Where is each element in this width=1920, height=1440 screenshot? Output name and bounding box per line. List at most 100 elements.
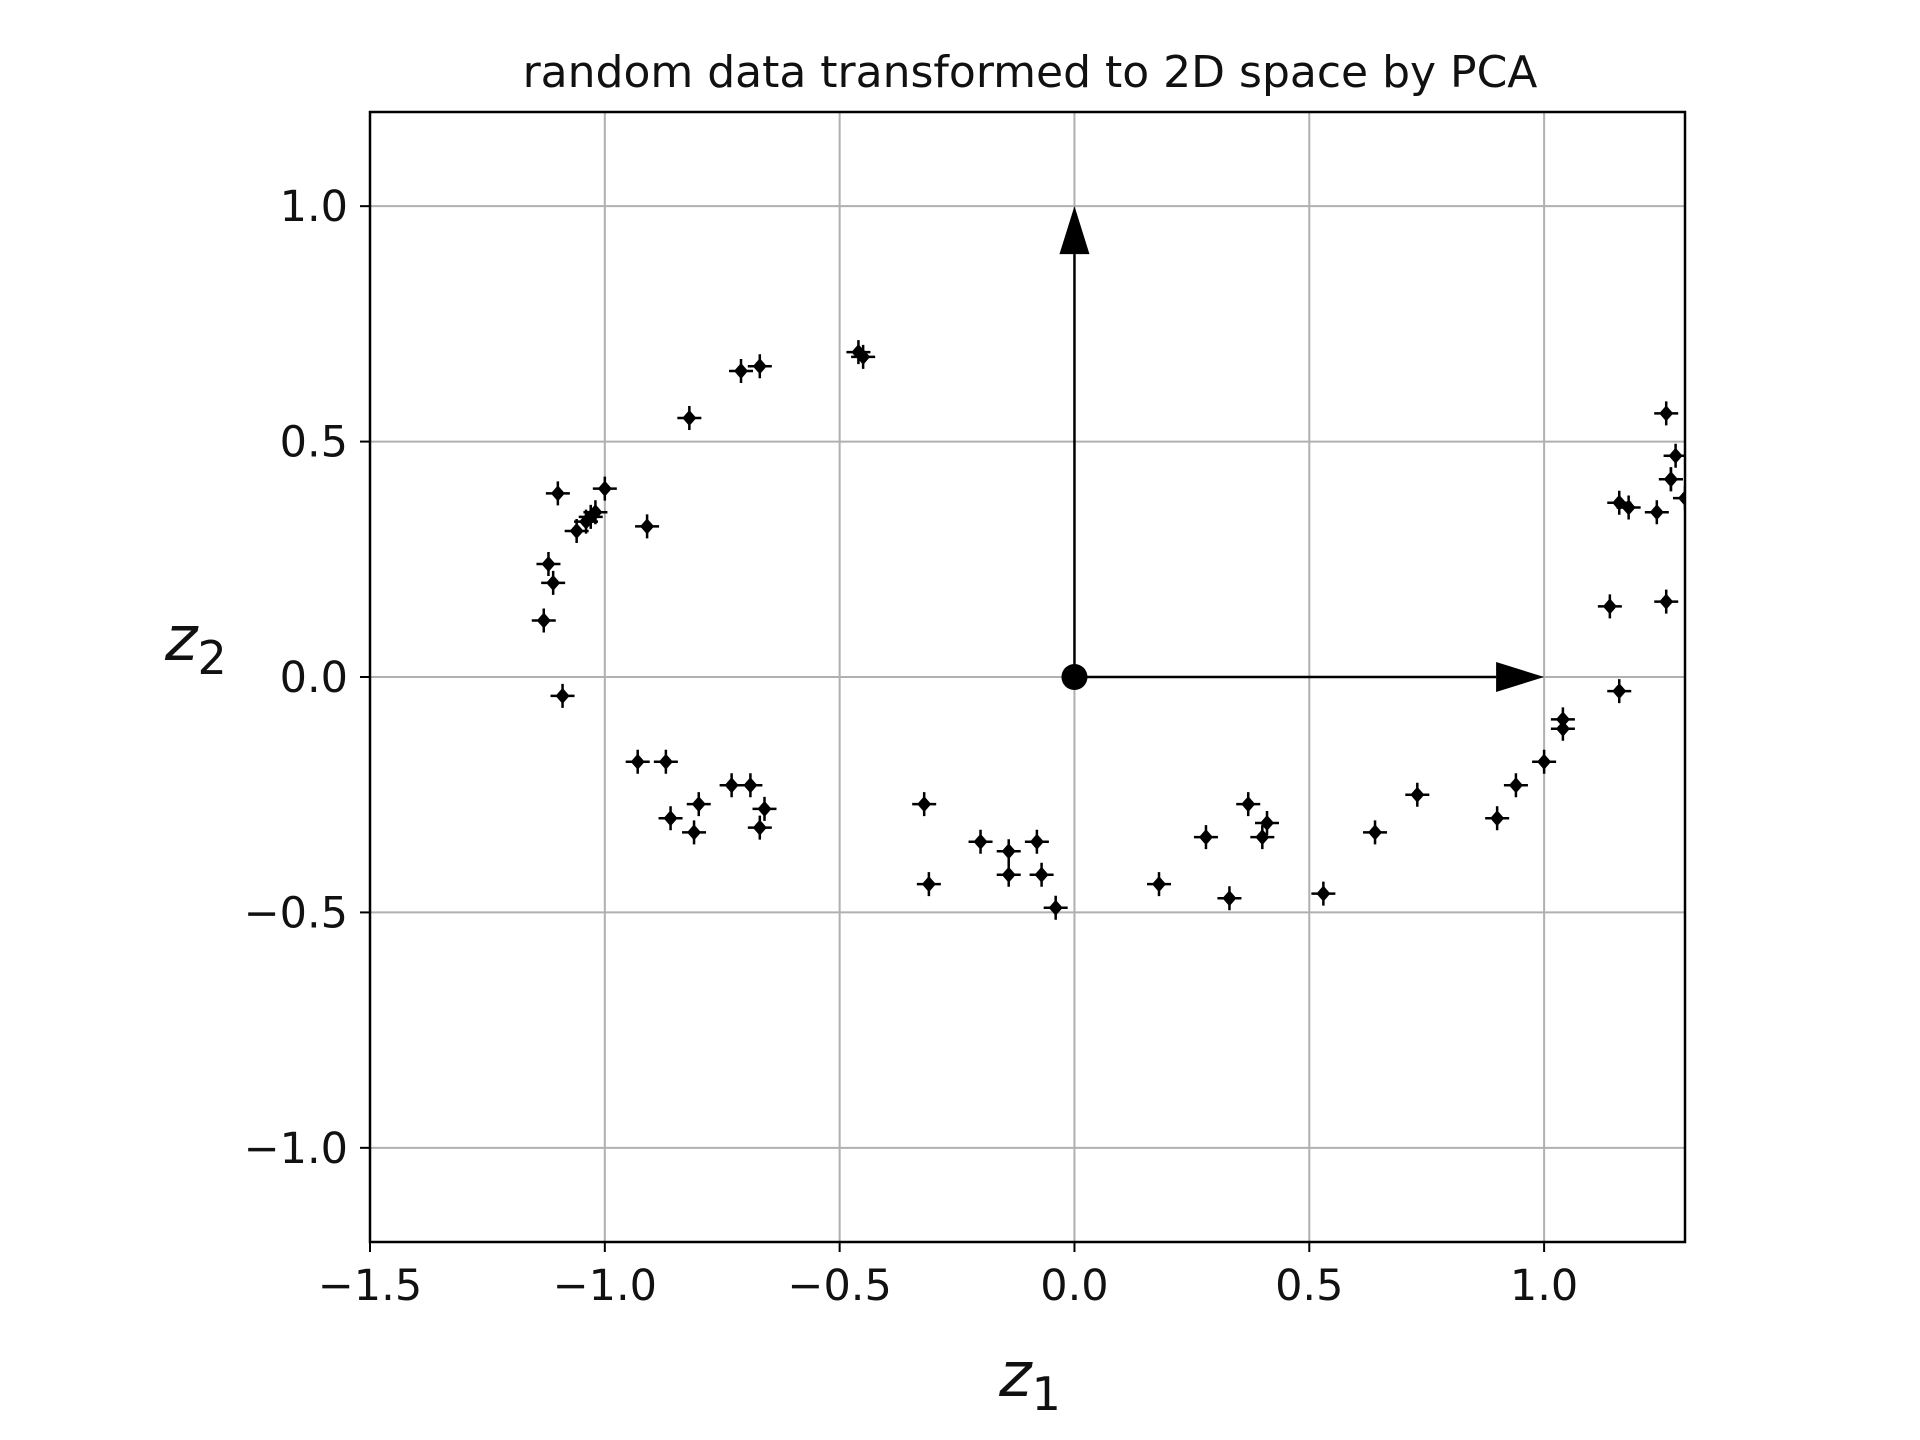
data-point-diamond (1152, 876, 1166, 893)
data-point-diamond (658, 753, 673, 770)
data-point (536, 552, 561, 576)
plot-frame (368, 110, 1687, 1244)
data-point (1663, 443, 1685, 468)
data-point (1654, 589, 1679, 614)
x-tick-label: −1.0 (553, 1261, 657, 1311)
data-point-diamond (757, 800, 772, 817)
data-point-diamond (1260, 814, 1275, 831)
data-point-diamond (1555, 720, 1570, 737)
x-axis-label-sub: 1 (1032, 1367, 1061, 1421)
y-tick-label: −0.5 (244, 888, 348, 938)
y-axis-ticks: −1.0 −0.5 0.0 0.5 1.0 (244, 182, 370, 1174)
data-point-diamond (1222, 890, 1237, 907)
y-axis-label-base: z (164, 602, 199, 675)
data-point-diamond (1649, 504, 1664, 521)
data-point-diamond (579, 513, 594, 530)
data-point (574, 509, 599, 534)
data-point-diamond (1659, 593, 1674, 610)
data-point-diamond (1508, 777, 1523, 794)
data-point (1658, 467, 1683, 492)
data-point-diamond (640, 518, 655, 535)
data-point-diamond (1602, 598, 1617, 615)
data-point (1024, 829, 1049, 854)
x-axis-label: z1 (998, 1338, 1061, 1421)
data-point (916, 872, 941, 897)
data-point-diamond (1678, 490, 1685, 507)
data-point (625, 749, 650, 774)
data-point-diamond (1410, 786, 1425, 803)
data-point-diamond (541, 556, 556, 572)
data-point (1616, 495, 1641, 520)
x-tick-label: −0.5 (787, 1261, 891, 1311)
data-point (1029, 862, 1054, 887)
data-point (912, 792, 937, 817)
data-point (1043, 895, 1068, 920)
data-point-diamond (682, 410, 697, 427)
data-point-diamond (1316, 885, 1331, 902)
data-point-diamond (1490, 810, 1505, 827)
data-point (583, 500, 608, 525)
data-point (545, 481, 570, 506)
data-point (635, 514, 660, 539)
data-points (531, 340, 1685, 920)
data-point (1193, 825, 1218, 850)
data-point-diamond (630, 753, 645, 770)
data-point (1485, 806, 1510, 831)
data-point (531, 608, 556, 633)
data-point-diamond (588, 504, 603, 521)
data-point (1597, 594, 1622, 619)
data-point-diamond (1659, 405, 1674, 422)
data-point (747, 354, 772, 379)
data-point (1363, 820, 1388, 845)
grid-lines (369, 112, 1685, 1242)
vector-arrowhead (1496, 662, 1545, 692)
data-point (677, 406, 702, 431)
data-point (658, 806, 683, 831)
data-point-diamond (1612, 683, 1627, 700)
data-point-diamond (917, 796, 932, 813)
data-point (1644, 500, 1669, 525)
data-point-diamond (663, 810, 678, 827)
data-point-diamond (921, 876, 936, 893)
data-point (752, 796, 777, 821)
data-point (729, 358, 754, 383)
data-point-diamond (752, 358, 767, 375)
x-axis-label-base: z (998, 1338, 1033, 1411)
data-point-diamond (734, 362, 749, 379)
data-point-diamond (1621, 499, 1636, 516)
data-point-diamond (1001, 843, 1016, 860)
x-tick-label: 0.5 (1275, 1261, 1343, 1311)
y-tick-label: 1.0 (280, 182, 348, 232)
data-point-cross (1673, 486, 1685, 511)
data-point (968, 829, 993, 854)
data-point (996, 862, 1021, 887)
x-tick-label: 0.0 (1040, 1261, 1108, 1311)
vector-arrowhead (1059, 206, 1090, 255)
data-point-diamond (1241, 796, 1256, 813)
data-point (686, 792, 711, 817)
data-point (851, 344, 876, 369)
y-axis-label: z2 (164, 602, 227, 685)
origin-marker (1061, 664, 1088, 690)
data-point-diamond (1198, 829, 1213, 846)
y-tick-label: 0.5 (280, 418, 348, 468)
data-point (541, 570, 566, 595)
data-point-diamond (687, 824, 702, 841)
data-point (1147, 872, 1171, 897)
data-point-diamond (550, 485, 565, 502)
chart-title: random data transformed to 2D space by P… (523, 47, 1538, 98)
data-point-diamond (1001, 866, 1016, 883)
data-point-diamond (691, 796, 706, 813)
data-point-diamond (1368, 824, 1383, 841)
data-point (1236, 792, 1261, 817)
data-point-diamond (724, 777, 739, 794)
data-point-diamond (1029, 833, 1044, 850)
data-point (719, 773, 744, 798)
data-point (1673, 486, 1685, 511)
y-tick-label: −1.0 (244, 1124, 348, 1174)
data-point (592, 476, 617, 501)
component-vectors (1059, 206, 1545, 692)
data-point (996, 839, 1021, 864)
